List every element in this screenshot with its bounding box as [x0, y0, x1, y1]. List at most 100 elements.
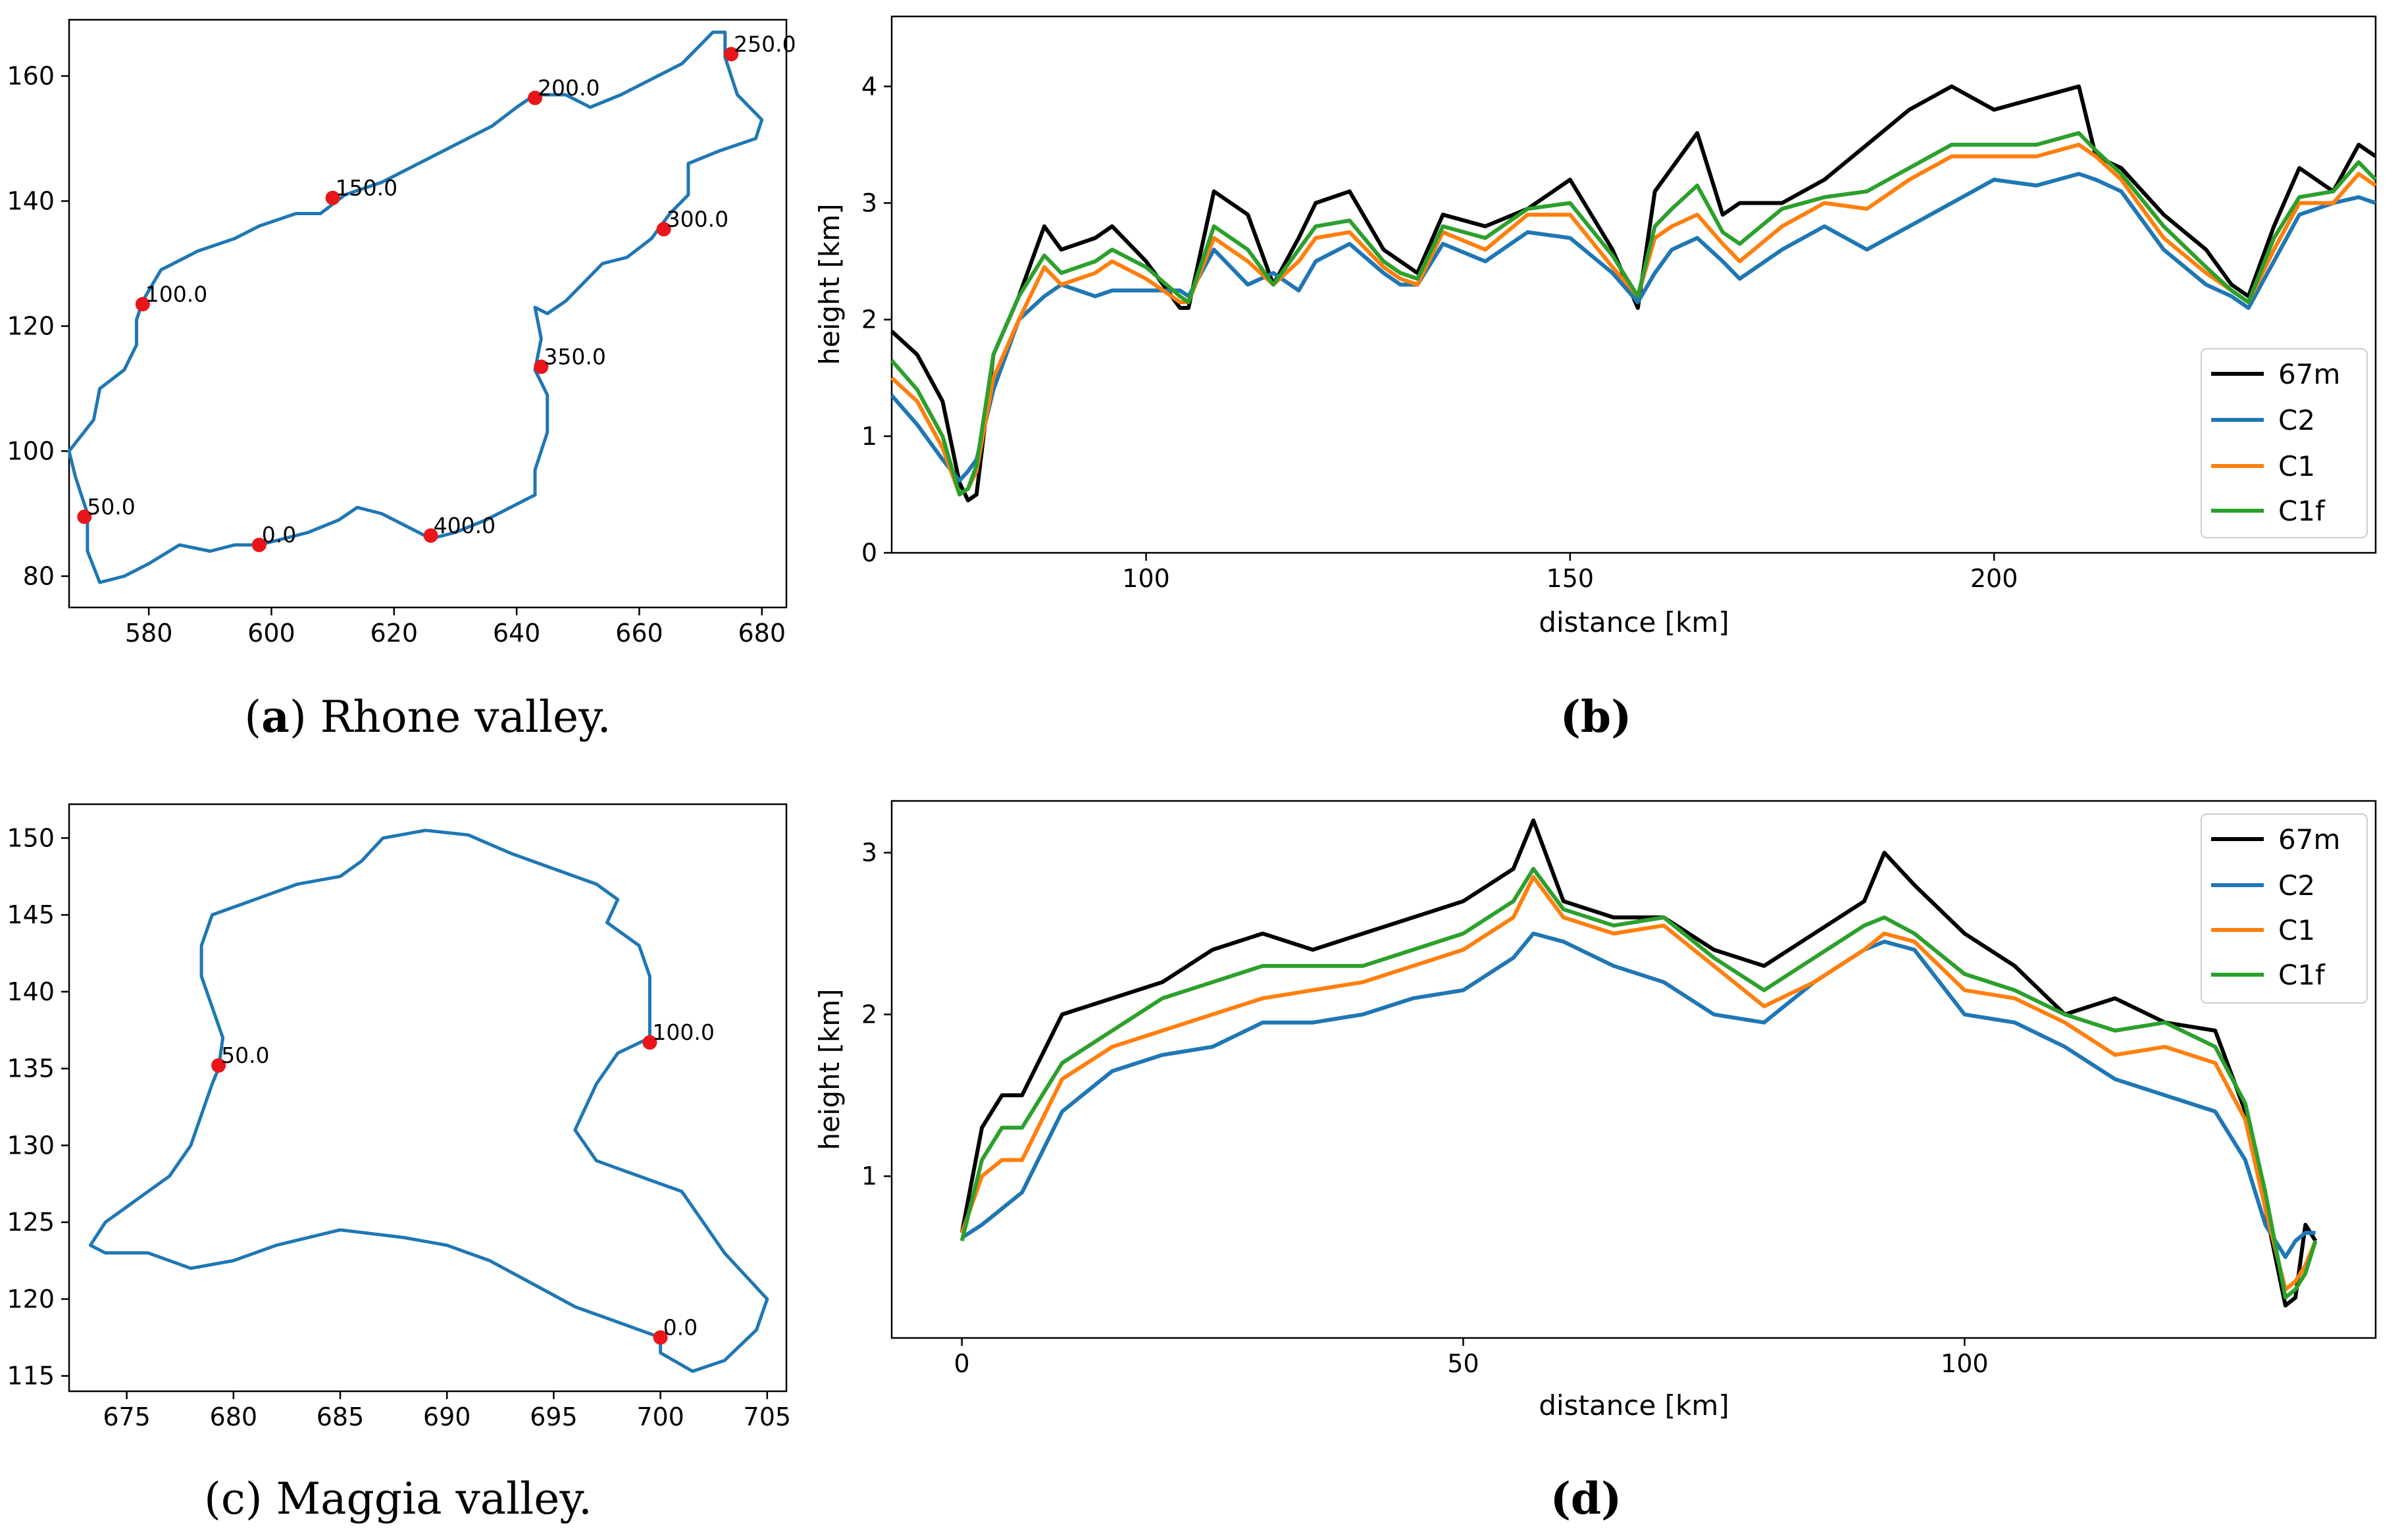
distance-marker: [211, 1058, 226, 1073]
distance-marker: [325, 190, 340, 205]
panel-b-legend-box: [2201, 348, 2368, 538]
y-tick-label: 120: [7, 312, 55, 341]
caption-c: (c) Maggia valley.: [204, 1474, 592, 1524]
x-tick-label: 50: [1447, 1349, 1479, 1378]
distance-marker-label: 150.0: [336, 175, 397, 201]
x-tick-label: 680: [738, 619, 786, 648]
panel-c-y-ticks: 115 120 125 130 135 140 145 150: [7, 823, 69, 1391]
y-tick-label: 145: [7, 900, 55, 929]
distance-marker-label: 100.0: [145, 281, 207, 307]
y-tick-label: 130: [7, 1131, 55, 1160]
distance-marker: [77, 509, 92, 525]
panel-d-x-ticks: 0 50 100: [954, 1338, 1989, 1378]
x-tick-label: 695: [530, 1402, 578, 1431]
panel-a-rhone-map: 80 100 120 140 160 580 600 620 640 660 680 0.0 50.…: [7, 18, 796, 648]
x-tick-label: 675: [103, 1402, 151, 1431]
panel-b-rhone-profile: 0 1 2 3 4 100 150 200 distance [km] height [km…: [813, 15, 2378, 638]
distance-marker-label: 250.0: [734, 31, 796, 57]
y-tick-label: 4: [861, 72, 877, 101]
y-tick-label: 135: [7, 1054, 55, 1083]
series-line-c2: [890, 172, 2376, 483]
y-tick-label: 150: [7, 823, 55, 852]
panel-b-x-ticks: 100 150 200: [1122, 553, 2018, 593]
panel-d-frame: [890, 800, 2377, 1339]
panel-c-x-ticks: 675 680 685 690 695 700 705: [103, 1391, 791, 1431]
x-tick-label: 600: [247, 619, 295, 648]
caption-c-letter: c: [221, 1474, 245, 1524]
y-tick-label: 3: [861, 188, 877, 217]
distance-marker: [642, 1035, 657, 1050]
y-tick-label: 1: [861, 1162, 877, 1191]
legend-d-label-67m: 67m: [2278, 823, 2340, 856]
y-tick-label: 140: [7, 187, 55, 216]
panel-a-series: [67, 30, 764, 584]
series-line-c1f: [959, 867, 2318, 1300]
panel-a-points: 0.0 50.0 100.0 150.0 200.0 250.0 300.0 350.0 400…: [77, 31, 796, 552]
panel-b-legend: 67m C2 C1 C1f: [2201, 348, 2368, 538]
x-tick-label: 700: [636, 1402, 684, 1431]
distance-marker: [724, 47, 739, 62]
panel-b-series: [890, 84, 2378, 503]
distance-marker-label: 0.0: [262, 522, 296, 548]
y-tick-label: 140: [7, 977, 55, 1006]
x-tick-label: 580: [125, 619, 173, 648]
y-tick-label: 125: [7, 1208, 55, 1237]
x-tick-label: 620: [370, 619, 418, 648]
legend-b-label-c1f: C1f: [2278, 495, 2326, 527]
series-line-67m: [890, 84, 2377, 503]
panel-d-xlabel: distance [km]: [1539, 1389, 1729, 1422]
y-tick-label: 80: [23, 562, 55, 591]
y-tick-label: 1: [861, 422, 877, 451]
x-tick-label: 685: [317, 1402, 365, 1431]
legend-b-label-c1: C1: [2278, 450, 2315, 482]
y-tick-label: 0: [861, 538, 877, 567]
x-tick-label: 100: [1122, 564, 1170, 593]
distance-marker: [423, 528, 438, 543]
legend-d-label-c1f: C1f: [2278, 959, 2326, 991]
valley-outline: [67, 30, 764, 584]
distance-marker-label: 200.0: [538, 75, 600, 101]
panel-b-y-ticks: 0 1 2 3 4: [861, 72, 892, 567]
y-tick-label: 115: [7, 1362, 55, 1391]
panel-d-maggia-profile: 1 2 3 0 50 100 distance [km] height [km] 67m…: [813, 800, 2377, 1422]
y-tick-label: 3: [861, 838, 877, 867]
series-line-c1: [890, 142, 2377, 497]
panel-c-maggia-map: 115 120 125 130 135 140 145 150 675 680 685 690 695…: [7, 803, 791, 1431]
distance-marker-label: 0.0: [663, 1314, 698, 1340]
legend-b-label-c2: C2: [2278, 404, 2315, 436]
y-tick-label: 120: [7, 1285, 55, 1314]
y-tick-label: 160: [7, 62, 55, 91]
x-tick-label: 640: [493, 619, 541, 648]
valley-outline: [88, 829, 769, 1373]
caption-c-text: Maggia valley.: [276, 1474, 592, 1524]
caption-d: (d): [1550, 1473, 1622, 1524]
panel-d-y-ticks: 1 2 3: [861, 838, 892, 1191]
distance-marker-label: 50.0: [221, 1042, 269, 1068]
x-tick-label: 150: [1546, 564, 1595, 593]
distance-marker-label: 300.0: [667, 206, 728, 232]
y-tick-label: 2: [861, 305, 877, 334]
series-line-67m: [959, 818, 2318, 1308]
distance-marker: [528, 90, 543, 105]
x-tick-label: 705: [744, 1402, 792, 1431]
distance-marker-label: 100.0: [652, 1019, 714, 1045]
panel-d-ylabel: height [km]: [813, 988, 846, 1150]
caption-a-letter: a: [261, 691, 290, 742]
caption-d-letter: d: [1571, 1473, 1601, 1524]
panel-d-series: [959, 818, 2318, 1308]
x-tick-label: 690: [423, 1402, 471, 1431]
distance-marker: [534, 359, 549, 374]
x-tick-label: 680: [210, 1402, 258, 1431]
caption-b-letter: b: [1581, 691, 1611, 742]
panel-b-frame: [890, 15, 2377, 554]
y-tick-label: 100: [7, 437, 55, 466]
panel-a-y-ticks: 80 100 120 140 160: [7, 62, 69, 591]
y-tick-label: 2: [861, 1000, 877, 1029]
series-line-c1: [959, 875, 2318, 1292]
legend-b-label-67m: 67m: [2278, 358, 2340, 390]
panel-d-legend-box: [2201, 813, 2368, 1004]
x-tick-label: 0: [954, 1349, 970, 1378]
series-line-c2: [961, 931, 2316, 1260]
distance-marker: [656, 222, 671, 237]
